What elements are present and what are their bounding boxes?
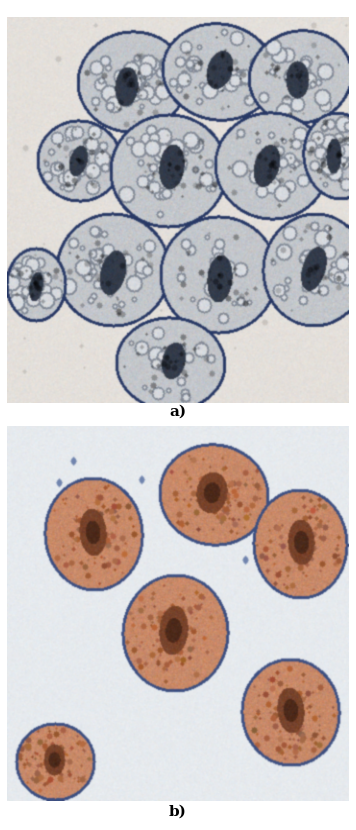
- Text: a): a): [169, 405, 187, 418]
- Text: b): b): [169, 805, 187, 818]
